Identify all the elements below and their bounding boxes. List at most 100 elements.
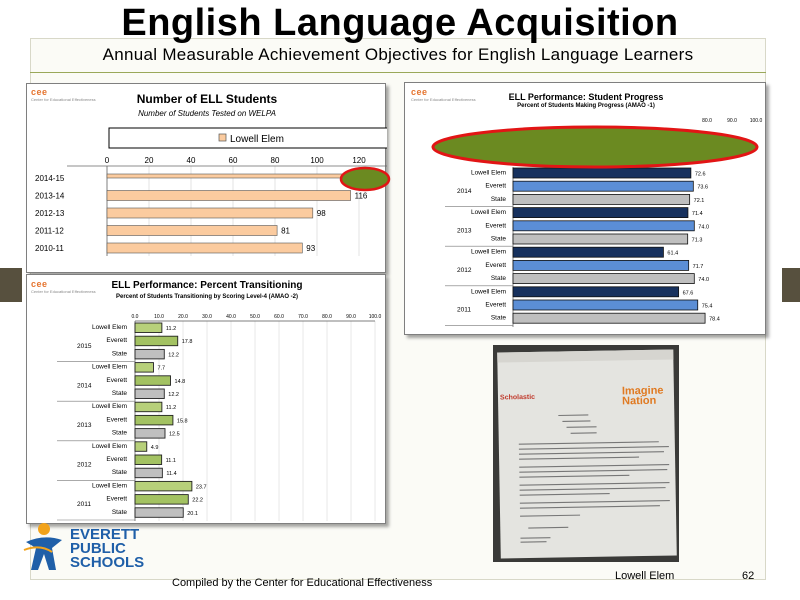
letter-paper: Scholastic Imagine Nation	[497, 349, 677, 559]
data-label: 7.7	[157, 366, 165, 372]
bar	[106, 207, 314, 219]
panel-percent-transitioning: cee Center for Educational Effectiveness…	[26, 274, 386, 524]
x-tick-label: 20	[145, 156, 154, 165]
group-year-label: 2015	[77, 343, 92, 350]
x-tick-label: 70.0	[298, 314, 308, 320]
bar	[134, 441, 148, 452]
district-name-line: SCHOOLS	[70, 554, 145, 571]
highlight-ellipse	[339, 166, 391, 192]
bar	[512, 259, 690, 271]
cee-logo: cee Center for Educational Effectiveness	[411, 87, 476, 102]
footer-school: Lowell Elem	[615, 570, 675, 582]
group-year-label: 2011	[77, 501, 91, 508]
decor-band-left	[0, 268, 22, 302]
group-year-label: 2013	[457, 227, 472, 234]
data-label: 12.2	[168, 392, 179, 398]
bar	[512, 220, 695, 232]
bar	[134, 507, 184, 518]
panel-ell-students: cee Center for Educational Effectiveness…	[26, 83, 387, 273]
category-label: 2012-13	[35, 209, 65, 218]
data-label: 74.0	[698, 277, 709, 283]
bar	[134, 348, 165, 360]
row-label: State	[491, 315, 507, 322]
row-label: Lowell Elem	[471, 288, 506, 295]
letter-text-line	[518, 451, 664, 455]
district-figure-icon	[23, 523, 62, 570]
cee-logo-subtitle: Center for Educational Effectiveness	[31, 289, 96, 294]
cee-logo-text: cee	[411, 87, 428, 97]
data-label: 4.9	[151, 445, 159, 451]
bar	[106, 190, 351, 201]
group-year-label: 2012	[77, 462, 92, 469]
data-label: 11.2	[166, 326, 176, 332]
row-label: Lowell Elem	[471, 170, 506, 177]
page-subtitle: Annual Measurable Achievement Objectives…	[102, 45, 694, 64]
chart-subtitle: Percent of Students Making Progress (AMA…	[517, 103, 655, 109]
decor-band-right	[782, 268, 800, 302]
bar	[512, 233, 689, 245]
chart-student-progress: 80.0 90.0 100.0 Lowell Elem 72.6 Everett 73.6 S…	[431, 118, 762, 327]
bar	[134, 494, 189, 505]
row-label: Everett	[485, 262, 506, 269]
data-label: 71.3	[692, 238, 703, 244]
cee-logo-text: cee	[31, 279, 48, 289]
legend-label: Lowell Elem	[230, 134, 284, 145]
x-tick-label: 60	[229, 156, 238, 165]
legend-box	[108, 127, 387, 149]
bar	[106, 173, 387, 179]
row-label: Everett	[106, 377, 127, 384]
x-tick-label: 30.0	[202, 314, 212, 320]
bar	[134, 480, 193, 492]
page-title: English Language Acquisition	[121, 2, 679, 44]
row-label: Everett	[485, 302, 506, 309]
data-label: 75.4	[702, 304, 713, 310]
cee-logo: cee Center for Educational Effectiveness	[31, 87, 96, 102]
x-tick-label: 50.0	[250, 314, 260, 320]
cee-logo: cee Center for Educational Effectiveness	[31, 279, 96, 294]
row-label: State	[112, 509, 128, 516]
letter-text-line	[518, 441, 659, 445]
data-label: 93	[306, 244, 315, 253]
data-label: 71.7	[693, 264, 704, 270]
bar	[134, 428, 166, 439]
bar	[134, 401, 163, 413]
row-label: Everett	[106, 416, 127, 423]
data-label: 73.6	[697, 185, 708, 191]
letter-text-line	[528, 526, 569, 529]
row-label: State	[491, 196, 507, 203]
data-label: 15.8	[177, 418, 188, 424]
x-tick-label: 10.0	[154, 314, 164, 320]
row-label: Everett	[106, 456, 127, 463]
award-letter-photo: Scholastic Imagine Nation	[493, 345, 679, 562]
chart-percent-transitioning: 0.0 10.0 20.0 30.0 40.0 50.0 60.0 70.0 80.0 90.0 1…	[57, 314, 381, 521]
data-label: 20.1	[187, 511, 198, 517]
data-label: 23.7	[196, 484, 207, 490]
x-tick-label: 100	[310, 156, 324, 165]
subtitle-rule	[30, 72, 766, 73]
group-year-label: 2012	[457, 267, 472, 274]
data-label: 72.6	[695, 172, 706, 178]
data-label: 12.2	[168, 352, 179, 358]
category-label: 2010-11	[35, 244, 64, 253]
chart-ell-students: Lowell Elem0204060801001201402014-152013…	[35, 127, 387, 256]
row-label: State	[491, 236, 507, 243]
letter-text-line	[519, 505, 660, 509]
page-number: 62	[742, 570, 755, 582]
bar	[134, 335, 179, 347]
district-logo: EVERETT PUBLIC SCHOOLS	[22, 520, 144, 578]
bar	[106, 242, 303, 254]
row-label: Everett	[485, 222, 506, 229]
letter-text-line	[519, 493, 610, 496]
x-tick-label: 80.0	[322, 314, 332, 320]
cee-logo-subtitle: Center for Educational Effectiveness	[411, 97, 476, 102]
x-tick-label: 40	[187, 156, 196, 165]
row-label: Lowell Elem	[92, 403, 127, 410]
data-label: 22.2	[192, 498, 203, 504]
bar	[134, 467, 163, 479]
x-tick-label: 0.0	[132, 314, 139, 320]
bar	[134, 322, 163, 333]
bar	[106, 225, 278, 236]
bar	[134, 362, 154, 373]
data-label: 14.8	[175, 379, 186, 385]
category-label: 2013-14	[35, 192, 65, 201]
